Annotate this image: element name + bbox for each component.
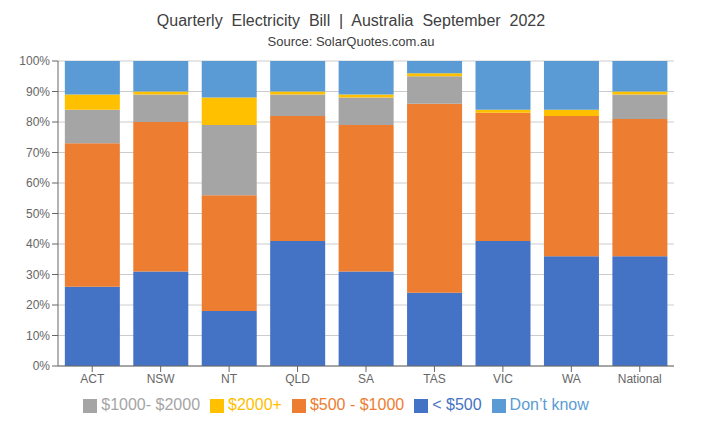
svg-text:QLD: QLD <box>285 372 310 386</box>
svg-text:60%: 60% <box>26 176 50 190</box>
svg-text:10%: 10% <box>26 329 50 343</box>
svg-text:100%: 100% <box>19 54 50 68</box>
svg-text:VIC: VIC <box>493 372 513 386</box>
html-text:$2000+: $2000+ <box>228 396 282 413</box>
html-text:$1000- $2000: $1000- $2000 <box>101 396 200 413</box>
html-text:Don’t know: Don’t know <box>509 396 589 413</box>
svg-text:80%: 80% <box>26 115 50 129</box>
html-text:$500 - $1000: $500 - $1000 <box>309 396 405 413</box>
html-text:Quarterly Electricity Bill | A: Quarterly Electricity Bill | Australia S… <box>156 12 546 29</box>
svg-text:NSW: NSW <box>147 372 176 386</box>
svg-text:National: National <box>618 372 662 386</box>
svg-text:TAS: TAS <box>423 372 445 386</box>
svg-text:50%: 50% <box>26 207 50 221</box>
svg-text:40%: 40% <box>26 237 50 251</box>
svg-text:SA: SA <box>358 372 374 386</box>
svg-text:0%: 0% <box>33 359 51 373</box>
svg-text:ACT: ACT <box>80 372 105 386</box>
svg-text:30%: 30% <box>26 268 50 282</box>
html-text:Source: SolarQuotes.com.au: Source: SolarQuotes.com.au <box>267 34 435 49</box>
svg-text:20%: 20% <box>26 298 50 312</box>
svg-text:70%: 70% <box>26 146 50 160</box>
html-text:< $500: < $500 <box>432 396 482 413</box>
svg-text:NT: NT <box>221 372 238 386</box>
svg-text:90%: 90% <box>26 85 50 99</box>
svg-text:WA: WA <box>562 372 581 386</box>
